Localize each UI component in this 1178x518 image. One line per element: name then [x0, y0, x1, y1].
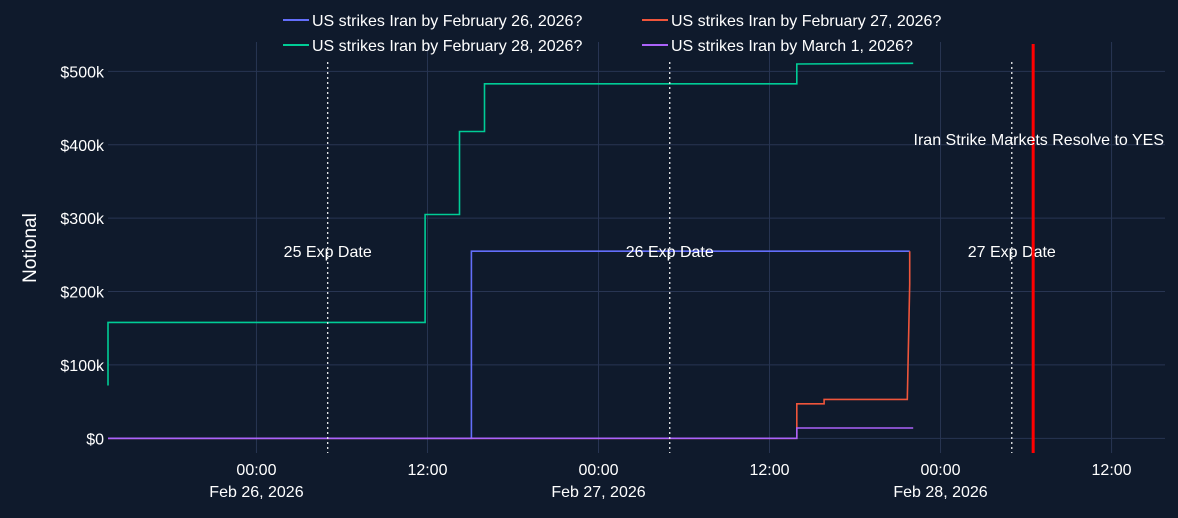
y-tick-label: $300k: [60, 211, 105, 228]
legend[interactable]: US strikes Iran by February 26, 2026? US …: [283, 13, 941, 55]
legend-item-3[interactable]: US strikes Iran by March 1, 2026?: [642, 38, 913, 55]
axis-labels: $0 $100k $200k $300k $400k $500k 00:00 Feb 26, …: [60, 64, 1131, 501]
legend-item-0[interactable]: US strikes Iran by February 26, 2026?: [283, 13, 582, 30]
y-tick-label: $100k: [60, 358, 105, 375]
y-axis-title: Notional: [20, 213, 41, 283]
x-tick-date-label: Feb 26, 2026: [209, 484, 303, 501]
legend-label: US strikes Iran by March 1, 2026?: [671, 38, 913, 55]
x-tick-label: 00:00: [236, 462, 276, 479]
x-tick-label: 00:00: [578, 462, 618, 479]
expiry-label: 26 Exp Date: [626, 244, 714, 261]
y-tick-label: $400k: [60, 138, 105, 155]
x-tick-date-label: Feb 27, 2026: [551, 484, 645, 501]
resolution-label: Iran Strike Markets Resolve to YES: [914, 132, 1164, 149]
legend-label: US strikes Iran by February 27, 2026?: [671, 13, 941, 30]
x-tick-label: 00:00: [921, 462, 961, 479]
x-tick-label: 12:00: [1092, 462, 1132, 479]
legend-item-2[interactable]: US strikes Iran by February 28, 2026?: [283, 38, 582, 55]
grid-lines: [108, 42, 1165, 453]
y-tick-label: $200k: [60, 285, 105, 302]
legend-item-1[interactable]: US strikes Iran by February 27, 2026?: [642, 13, 941, 30]
expiry-label: 27 Exp Date: [968, 244, 1056, 261]
series-line-3[interactable]: [108, 427, 914, 440]
x-tick-date-label: Feb 28, 2026: [893, 484, 987, 501]
y-tick-label: $0: [86, 431, 104, 448]
y-tick-label: $500k: [60, 64, 105, 81]
series-lines: [107, 62, 914, 440]
legend-label: US strikes Iran by February 26, 2026?: [312, 13, 582, 30]
expiry-label: 25 Exp Date: [284, 244, 372, 261]
reference-lines: 25 Exp Date 26 Exp Date 27 Exp Date Iran St…: [284, 44, 1164, 453]
x-tick-label: 12:00: [407, 462, 447, 479]
series-line-2[interactable]: [107, 62, 914, 386]
x-tick-label: 12:00: [749, 462, 789, 479]
legend-label: US strikes Iran by February 28, 2026?: [312, 38, 582, 55]
plot-area: [108, 42, 1165, 453]
